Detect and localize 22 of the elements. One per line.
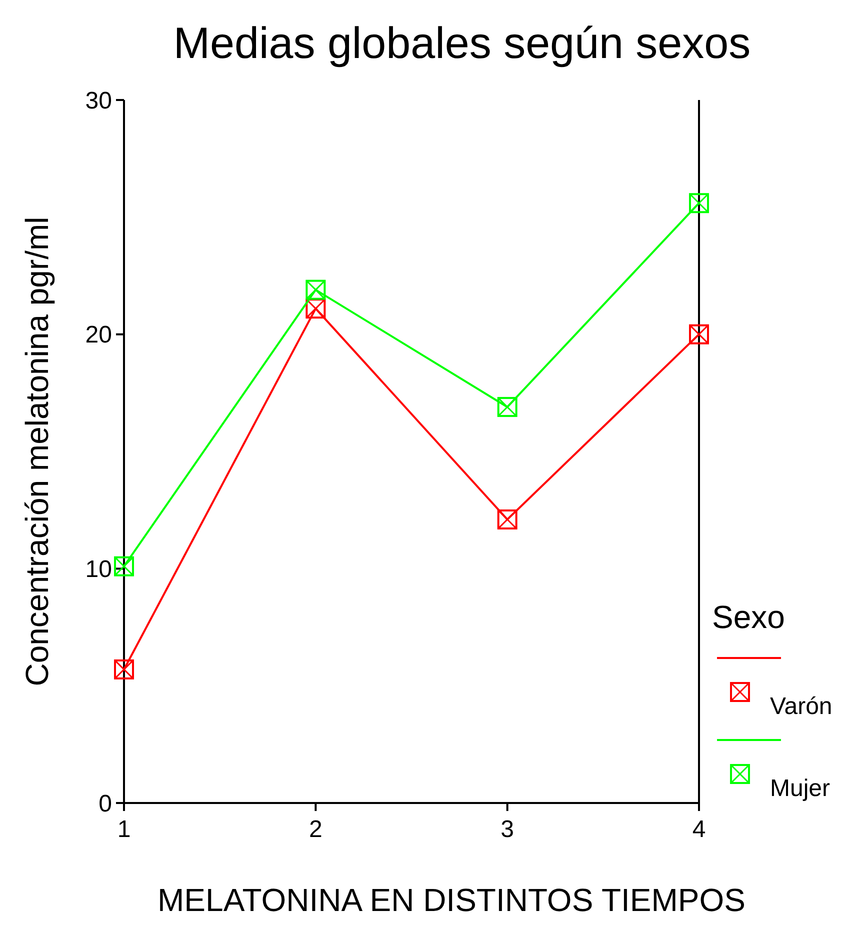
point bbox=[689, 193, 709, 214]
y-tick-label: 30 bbox=[85, 87, 112, 114]
x-tick-label: 2 bbox=[308, 816, 322, 843]
x-tick-label: 1 bbox=[117, 816, 131, 843]
legend-title: Sexo bbox=[712, 599, 785, 635]
point bbox=[114, 659, 134, 680]
point bbox=[114, 556, 134, 576]
y-tick-label: 10 bbox=[85, 556, 112, 584]
chart-title: Medias globales según sexos bbox=[173, 19, 751, 68]
legend-label: Varón bbox=[770, 693, 832, 720]
point bbox=[689, 324, 709, 344]
y-tick-label: 20 bbox=[85, 322, 112, 349]
y-axis-title: Concentración melatonina pgr/ml bbox=[19, 216, 55, 686]
legend-label: Mujer bbox=[770, 775, 830, 802]
x-axis-title: MELATONINA EN DISTINTOS TIEMPOS bbox=[158, 882, 746, 918]
point bbox=[306, 280, 326, 300]
point bbox=[306, 298, 326, 319]
point bbox=[497, 509, 518, 530]
x-tick-label: 4 bbox=[692, 816, 706, 843]
point bbox=[497, 396, 518, 417]
y-tick-label: 0 bbox=[98, 790, 112, 818]
x-tick-label: 3 bbox=[500, 816, 514, 843]
